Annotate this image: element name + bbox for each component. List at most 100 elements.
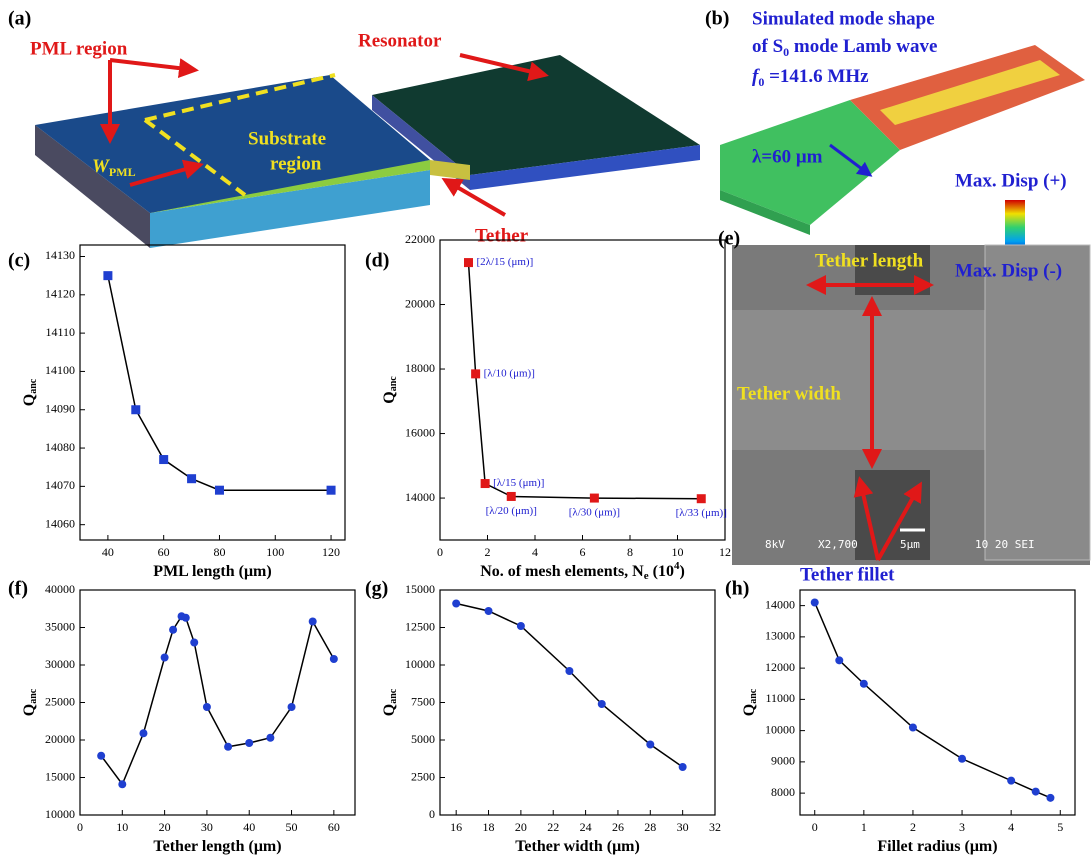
colorbar-label: Max. Disp (-): [955, 260, 1062, 281]
data-point: [97, 752, 105, 760]
annotation: PML region: [30, 38, 128, 59]
y-tick-label: 14090: [45, 401, 75, 415]
y-tick-label: 13000: [765, 629, 795, 643]
x-axis-label: Fillet radius (μm): [877, 838, 997, 855]
data-point: [481, 479, 490, 488]
y-tick-label: 2500: [411, 769, 435, 783]
sem-info: 8kV: [765, 538, 785, 551]
data-line: [108, 276, 331, 491]
y-tick-label: 14000: [405, 490, 435, 504]
x-axis-label-part: ): [679, 563, 684, 580]
y-tick-label: 14060: [45, 516, 75, 530]
y-axis-label-part: Q: [21, 704, 38, 716]
x-tick-label: 30: [677, 820, 689, 834]
x-tick-label: 60: [328, 820, 340, 834]
y-tick-label: 20000: [45, 732, 75, 746]
x-tick-label: 20: [515, 820, 527, 834]
annotation: f0 =141.6 MHz: [752, 66, 869, 88]
x-axis-label-part: Tether length (μm): [153, 838, 281, 855]
x-tick-label: 0: [812, 820, 818, 834]
annotation: Tether fillet: [800, 564, 895, 585]
point-label: [2λ/15 (μm)]: [477, 256, 534, 268]
panel-label: (h): [725, 578, 749, 600]
data-point: [507, 492, 516, 501]
x-tick-label: 8: [627, 545, 633, 559]
x-tick-label: 18: [483, 820, 495, 834]
data-point: [245, 739, 253, 747]
data-point: [860, 680, 868, 688]
y-axis-label-part: anc: [388, 688, 399, 704]
data-line: [101, 616, 334, 784]
y-axis-label-part: anc: [28, 688, 39, 704]
y-tick-label: 14110: [45, 325, 75, 339]
y-axis-label-part: Q: [741, 704, 758, 716]
y-tick-label: 18000: [405, 361, 435, 375]
x-axis-label-part: No. of mesh elements, N: [480, 563, 644, 580]
y-tick-label: 35000: [45, 619, 75, 633]
y-tick-label: 11000: [765, 691, 795, 705]
x-tick-label: 3: [959, 820, 965, 834]
annotation: Tether length: [815, 250, 924, 271]
panel-label: (g): [365, 578, 388, 600]
panel-label: (b): [705, 8, 729, 30]
panel-label: (e): [718, 228, 740, 250]
y-axis-label-part: Q: [381, 391, 398, 403]
y-axis-label: Qanc: [381, 688, 400, 716]
data-point: [598, 700, 606, 708]
annotation: of S0 mode Lamb wave: [752, 36, 937, 58]
plot-frame: [80, 245, 345, 540]
x-tick-label: 12: [719, 545, 731, 559]
x-axis-label-part: Tether width (μm): [515, 838, 640, 855]
x-tick-label: 1: [861, 820, 867, 834]
y-axis-label-part: anc: [748, 688, 759, 704]
y-tick-label: 15000: [405, 582, 435, 596]
data-point: [169, 626, 177, 634]
point-label: [λ/33 (μm)]: [676, 507, 727, 519]
x-tick-label: 40: [243, 820, 255, 834]
data-point: [131, 405, 140, 414]
data-point: [811, 599, 819, 607]
panel-label: (f): [8, 578, 28, 600]
data-point: [909, 724, 917, 732]
x-tick-label: 0: [437, 545, 443, 559]
y-axis-label: Qanc: [741, 688, 760, 716]
figure: (a) PML region Resonator Substrate regio…: [0, 0, 1092, 858]
y-tick-label: 9000: [771, 754, 795, 768]
data-point: [565, 667, 573, 675]
y-tick-label: 20000: [405, 296, 435, 310]
y-tick-label: 10000: [405, 657, 435, 671]
data-point: [139, 729, 147, 737]
plot-frame: [440, 590, 715, 815]
y-axis-label: Qanc: [21, 378, 40, 406]
x-tick-label: 30: [201, 820, 213, 834]
data-point: [485, 607, 493, 615]
data-point: [330, 655, 338, 663]
plot-frame: [800, 590, 1075, 815]
x-tick-label: 20: [159, 820, 171, 834]
colorbar-label: Max. Disp (+): [955, 170, 1067, 191]
data-point: [215, 486, 224, 495]
sem-image: [732, 245, 1090, 565]
y-tick-label: 0: [429, 807, 435, 821]
point-label: [λ/30 (μm)]: [569, 507, 620, 519]
y-tick-label: 10000: [765, 722, 795, 736]
x-tick-label: 16: [450, 820, 462, 834]
point-label: [λ/15 (μm)]: [493, 477, 544, 489]
data-point: [590, 494, 599, 503]
y-tick-label: 40000: [45, 582, 75, 596]
x-tick-label: 5: [1057, 820, 1063, 834]
data-point: [517, 622, 525, 630]
annotation: λ=60 μm: [752, 146, 823, 167]
y-tick-label: 12000: [765, 660, 795, 674]
y-tick-label: 16000: [405, 425, 435, 439]
x-tick-label: 22: [547, 820, 559, 834]
x-axis-label: Tether length (μm): [153, 838, 281, 855]
annotation: Simulated mode shape: [752, 8, 935, 29]
y-tick-label: 10000: [45, 807, 75, 821]
x-axis-label: Tether width (μm): [515, 838, 640, 855]
x-tick-label: 28: [644, 820, 656, 834]
data-point: [1007, 777, 1015, 785]
x-tick-label: 50: [286, 820, 298, 834]
annotation: Resonator: [358, 30, 442, 51]
plot-frame: [440, 240, 725, 540]
